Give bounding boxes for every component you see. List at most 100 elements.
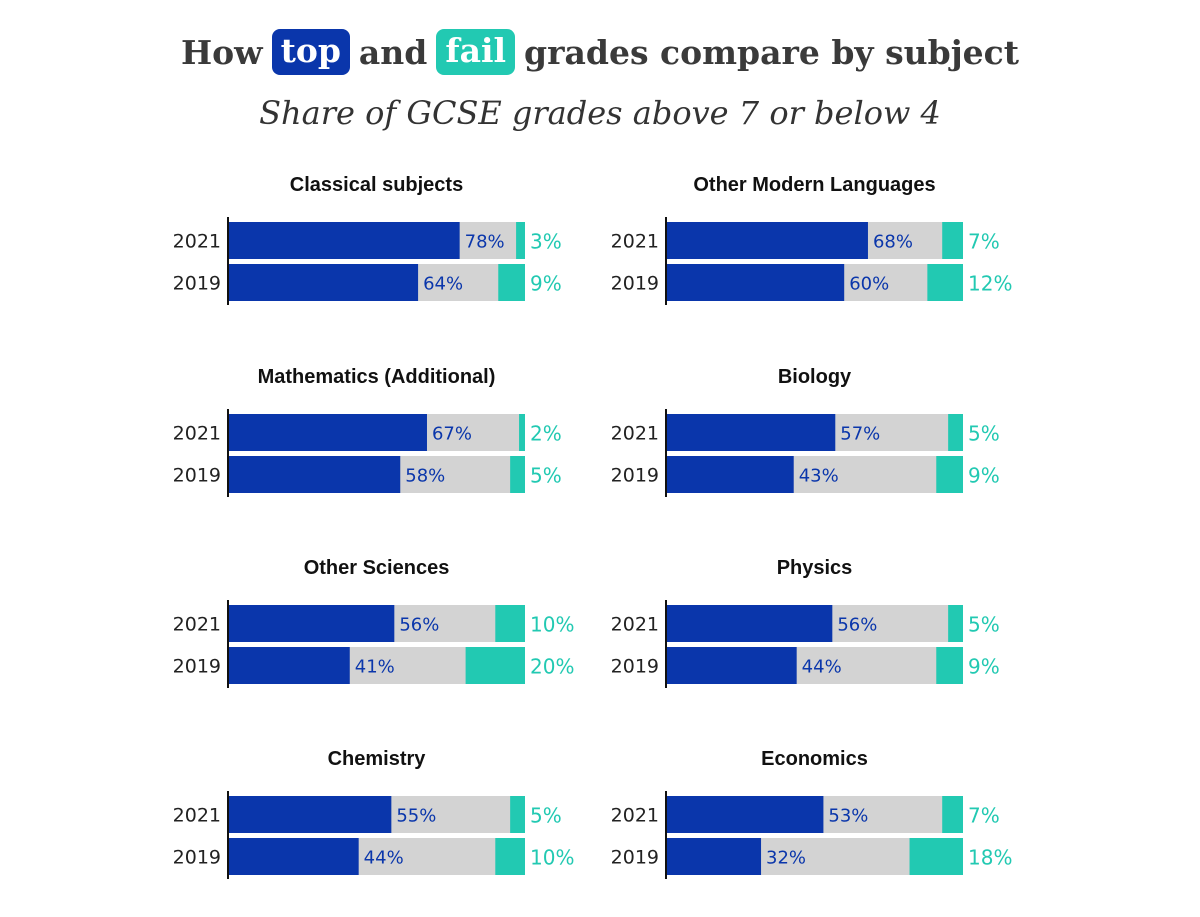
top-value-label: 68%: [873, 232, 913, 253]
chart-subtitle: Share of GCSE grades above 7 or below 4: [259, 94, 941, 132]
fail-value-label: 3%: [530, 230, 562, 254]
top-value-label: 57%: [840, 424, 880, 445]
top-value-label: 64%: [423, 274, 463, 295]
fail-value-label: 9%: [530, 272, 562, 296]
panel-title: Chemistry: [328, 748, 427, 770]
year-label: 2021: [611, 231, 659, 253]
panel-title: Biology: [778, 366, 852, 388]
panel-title: Classical subjects: [290, 174, 463, 196]
title-fail-chip: fail: [436, 28, 516, 76]
bar-top: [228, 456, 401, 493]
panel: Physics 2021 56% 5% 2019 44% 9%: [611, 557, 1000, 688]
bar-fail: [516, 222, 525, 259]
year-label: 2019: [611, 656, 659, 678]
bar-top: [666, 264, 845, 301]
fail-value-label: 5%: [530, 464, 562, 488]
panel-title: Other Modern Languages: [693, 174, 935, 196]
bar-fail: [510, 456, 525, 493]
year-label: 2021: [173, 231, 221, 253]
top-value-label: 44%: [364, 848, 404, 869]
bar-top: [666, 414, 836, 451]
bar-fail: [510, 796, 525, 833]
bar-top: [228, 605, 395, 642]
panel-title: Physics: [777, 557, 853, 579]
fail-value-label: 12%: [968, 272, 1012, 296]
chart-title: How top and fail grades compare by subje…: [0, 20, 1200, 84]
bar-top: [228, 414, 427, 451]
title-text-post: grades compare by subject: [524, 32, 1020, 72]
top-value-label: 44%: [802, 657, 842, 678]
bar-top: [666, 222, 868, 259]
title-text-pre: How: [180, 32, 263, 72]
bar-top: [228, 264, 419, 301]
bar-top: [666, 605, 833, 642]
title-text-mid: and: [358, 32, 428, 72]
year-label: 2019: [611, 273, 659, 295]
bar-fail: [495, 838, 525, 875]
bar-fail: [465, 647, 525, 684]
year-label: 2019: [611, 465, 659, 487]
year-label: 2019: [173, 847, 221, 869]
bar-fail: [519, 414, 525, 451]
top-value-label: 43%: [799, 466, 839, 487]
bar-top: [666, 647, 797, 684]
bar-fail: [948, 605, 963, 642]
fail-value-label: 20%: [530, 655, 574, 679]
fail-value-label: 5%: [968, 422, 1000, 446]
year-label: 2019: [611, 847, 659, 869]
panel: Other Modern Languages 2021 68% 7% 2019 60% 12…: [611, 174, 1012, 305]
fail-value-label: 7%: [968, 804, 1000, 828]
fail-value-label: 10%: [530, 846, 574, 870]
fail-value-label: 2%: [530, 422, 562, 446]
year-label: 2021: [173, 805, 221, 827]
top-value-label: 60%: [849, 274, 889, 295]
panel: Mathematics (Additional) 2021 67% 2% 2019 58%…: [173, 366, 562, 497]
top-value-label: 56%: [837, 615, 877, 636]
fail-value-label: 9%: [968, 464, 1000, 488]
panel-title: Mathematics (Additional): [258, 366, 496, 388]
top-value-label: 53%: [828, 806, 868, 827]
year-label: 2021: [173, 423, 221, 445]
year-label: 2021: [611, 423, 659, 445]
year-label: 2021: [611, 805, 659, 827]
top-value-label: 56%: [399, 615, 439, 636]
bar-fail: [498, 264, 525, 301]
fail-value-label: 10%: [530, 613, 574, 637]
bar-fail: [909, 838, 963, 875]
panel: Other Sciences 2021 56% 10% 2019 41% 20%: [173, 557, 574, 688]
panel-title: Other Sciences: [304, 557, 450, 579]
bar-top: [228, 647, 350, 684]
year-label: 2019: [173, 465, 221, 487]
fail-value-label: 5%: [530, 804, 562, 828]
top-value-label: 78%: [465, 232, 505, 253]
top-value-label: 58%: [405, 466, 445, 487]
year-label: 2021: [611, 614, 659, 636]
panel: Classical subjects 2021 78% 3% 2019 64% 9%: [173, 174, 562, 305]
fail-value-label: 9%: [968, 655, 1000, 679]
panel: Biology 2021 57% 5% 2019 43% 9%: [611, 366, 1000, 497]
bar-fail: [948, 414, 963, 451]
top-value-label: 32%: [766, 848, 806, 869]
year-label: 2021: [173, 614, 221, 636]
bar-top: [666, 838, 762, 875]
bar-top: [228, 838, 359, 875]
bar-top: [228, 222, 460, 259]
bar-fail: [936, 647, 963, 684]
bar-fail: [495, 605, 525, 642]
fail-value-label: 18%: [968, 846, 1012, 870]
year-label: 2019: [173, 656, 221, 678]
fail-value-label: 7%: [968, 230, 1000, 254]
top-value-label: 67%: [432, 424, 472, 445]
bar-top: [228, 796, 392, 833]
bar-top: [666, 796, 824, 833]
bar-fail: [942, 796, 963, 833]
bar-fail: [936, 456, 963, 493]
panel: Chemistry 2021 55% 5% 2019 44% 10%: [173, 748, 574, 879]
top-value-label: 55%: [396, 806, 436, 827]
bar-fail: [942, 222, 963, 259]
panel: Economics 2021 53% 7% 2019 32% 18%: [611, 748, 1012, 879]
bar-top: [666, 456, 794, 493]
panel-title: Economics: [761, 748, 868, 770]
top-value-label: 41%: [355, 657, 395, 678]
